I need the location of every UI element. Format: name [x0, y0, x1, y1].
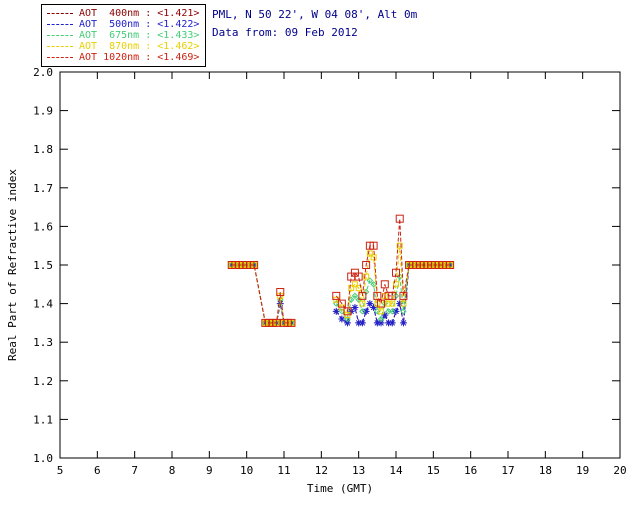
legend-row-aot-400nm: AOT 400nm : <1.421> — [47, 8, 199, 19]
legend-row-aot-870nm: AOT 870nm : <1.462> — [47, 41, 199, 52]
svg-text:2.0: 2.0 — [33, 66, 53, 79]
svg-text:8: 8 — [169, 464, 176, 477]
svg-text:6: 6 — [94, 464, 101, 477]
svg-text:11: 11 — [277, 464, 290, 477]
svg-text:18: 18 — [539, 464, 552, 477]
svg-text:19: 19 — [576, 464, 589, 477]
series-aot-400nm — [229, 262, 453, 326]
svg-text:9: 9 — [206, 464, 213, 477]
svg-text:17: 17 — [501, 464, 514, 477]
x-axis-label: Time (GMT) — [307, 482, 373, 495]
svg-text:15: 15 — [427, 464, 440, 477]
svg-text:1.2: 1.2 — [33, 375, 53, 388]
svg-text:1.6: 1.6 — [33, 220, 53, 233]
svg-text:10: 10 — [240, 464, 253, 477]
legend-line-sample — [47, 13, 73, 14]
svg-text:12: 12 — [315, 464, 328, 477]
series-aot-675nm — [228, 261, 454, 327]
svg-text:1.0: 1.0 — [33, 452, 53, 465]
svg-text:16: 16 — [464, 464, 477, 477]
legend-row-aot-1020nm: AOT 1020nm : <1.469> — [47, 52, 199, 63]
legend-line-sample — [47, 57, 73, 58]
y-axis: 1.0 1.1 1.2 1.3 1.4 1.5 1.6 1.7 1.8 1.9 2.0 — [33, 66, 620, 465]
legend-line-sample — [47, 35, 73, 36]
svg-text:5: 5 — [57, 464, 64, 477]
series-aot-1020nm — [227, 214, 455, 327]
svg-text:1.8: 1.8 — [33, 143, 53, 156]
y-axis-label: Real Part of Refractive index — [6, 169, 19, 361]
x-axis: 5 6 7 8 9 10 11 12 13 14 15 16 17 18 19 20 — [57, 72, 627, 477]
legend: AOT 400nm : <1.421> AOT 500nm : <1.422> AO… — [41, 4, 207, 67]
header: PML, N 50 22', W 04 08', Alt 0m Data fro… — [212, 6, 417, 42]
legend-line-sample — [47, 24, 73, 25]
legend-label: AOT 1020nm : <1.469> — [79, 52, 200, 63]
legend-label: AOT 870nm : <1.462> — [79, 41, 200, 52]
svg-text:1.9: 1.9 — [33, 105, 53, 118]
legend-row-aot-500nm: AOT 500nm : <1.422> — [47, 19, 199, 30]
legend-label: AOT 400nm : <1.421> — [79, 8, 200, 19]
station-info: PML, N 50 22', W 04 08', Alt 0m — [212, 8, 418, 21]
svg-text:20: 20 — [613, 464, 626, 477]
svg-text:1.4: 1.4 — [33, 298, 53, 311]
series-aot-500nm — [228, 261, 454, 327]
data-date: Data from: 09 Feb 2012 — [212, 26, 358, 39]
svg-text:1.5: 1.5 — [33, 259, 53, 272]
svg-text:14: 14 — [389, 464, 403, 477]
legend-label: AOT 500nm : <1.422> — [79, 19, 200, 30]
legend-line-sample — [47, 46, 73, 47]
svg-text:1.1: 1.1 — [33, 413, 53, 426]
svg-text:13: 13 — [352, 464, 365, 477]
legend-label: AOT 675nm : <1.433> — [79, 30, 200, 41]
plot-frame — [59, 71, 621, 459]
svg-text:7: 7 — [131, 464, 138, 477]
svg-text:1.3: 1.3 — [33, 336, 53, 349]
legend-row-aot-675nm: AOT 675nm : <1.433> — [47, 30, 199, 41]
svg-text:1.7: 1.7 — [33, 182, 53, 195]
